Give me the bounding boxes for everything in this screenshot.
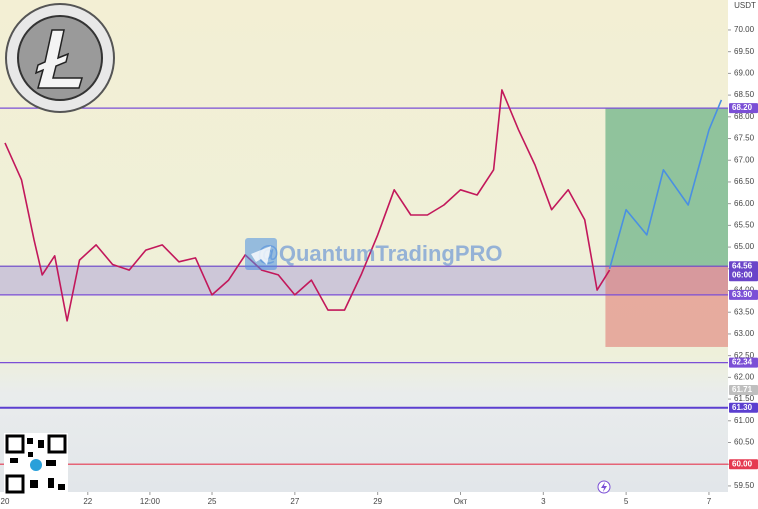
y-tick-label: 62.50 — [734, 351, 755, 360]
price-tag-label: 61.71 — [732, 385, 753, 394]
price-line — [4, 89, 611, 322]
y-tick-label: 68.50 — [734, 90, 755, 99]
level-tag-sublabel: 06:00 — [732, 270, 753, 279]
y-tick-label: 60.50 — [734, 438, 755, 447]
y-tick-label: 66.00 — [734, 199, 755, 208]
price-tag-box — [729, 384, 758, 395]
level-tag-label: 63.90 — [732, 290, 753, 299]
level-tag-box — [729, 103, 758, 114]
x-tick-label: 27 — [290, 497, 299, 506]
y-tick-label: 65.00 — [734, 242, 755, 251]
y-tick-label: 70.00 — [734, 25, 755, 34]
x-tick-label: 7 — [707, 497, 712, 506]
replay-icon — [597, 480, 611, 494]
y-tick-label: 59.50 — [734, 481, 755, 490]
y-tick-label: 61.50 — [734, 394, 755, 403]
stop-zone — [605, 266, 728, 347]
level-tag-label: 64.56 — [732, 261, 753, 270]
x-tick-label: 29 — [373, 497, 382, 506]
y-tick-label: 66.50 — [734, 177, 755, 186]
x-tick-label: 25 — [208, 497, 217, 506]
y-tick-label: 63.50 — [734, 307, 755, 316]
level-tag-box — [729, 459, 758, 470]
x-tick-label: 12:00 — [140, 497, 161, 506]
y-tick-label: 68.00 — [734, 112, 755, 121]
target-zone — [605, 108, 728, 267]
x-tick-label: 20 — [1, 497, 10, 506]
y-tick-label: 63.00 — [734, 329, 755, 338]
y-tick-label: 67.00 — [734, 155, 755, 164]
level-tag-label: 61.30 — [732, 403, 753, 412]
axis-background — [728, 0, 758, 509]
telegram-icon — [245, 238, 277, 270]
x-tick-label: 22 — [83, 497, 92, 506]
y-tick-label: 62.00 — [734, 372, 755, 381]
x-tick-label: 3 — [541, 497, 546, 506]
y-tick-label: 69.00 — [734, 68, 755, 77]
level-tag-label: 60.00 — [732, 459, 753, 468]
level-tag-box — [729, 261, 758, 282]
y-tick-label: 67.50 — [734, 134, 755, 143]
logo — [5, 3, 115, 113]
x-tick-label: 5 — [624, 497, 629, 506]
level-tag-label: 68.20 — [732, 103, 753, 112]
qr-code — [4, 433, 68, 495]
level-tag-label: 62.34 — [732, 358, 753, 367]
x-tick-label: Окт — [454, 497, 468, 506]
y-tick-label: 65.50 — [734, 220, 755, 229]
level-tag-box — [729, 357, 758, 368]
y-tick-label: 61.00 — [734, 416, 755, 425]
y-tick-label: 69.50 — [734, 47, 755, 56]
unit-label: USDT — [734, 1, 756, 10]
price-line — [608, 99, 723, 270]
level-tag-box — [729, 289, 758, 300]
watermark: @QuantumTradingPRO — [257, 241, 502, 266]
level-tag-box — [729, 402, 758, 413]
